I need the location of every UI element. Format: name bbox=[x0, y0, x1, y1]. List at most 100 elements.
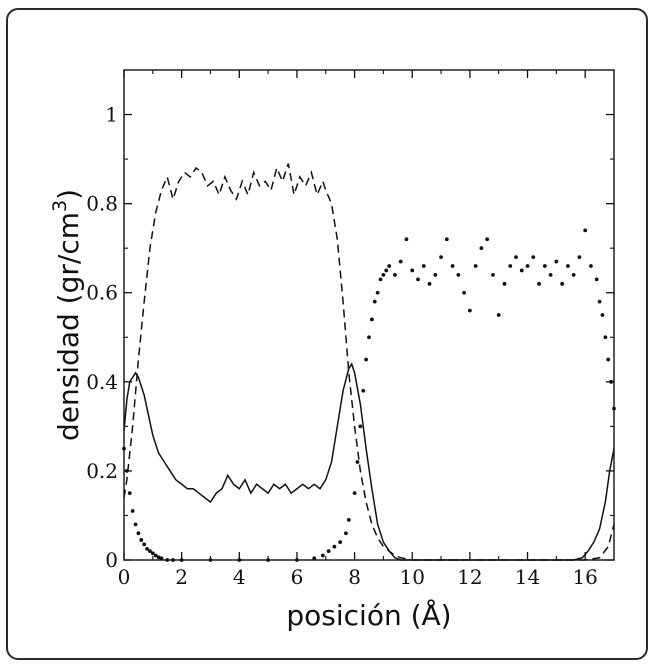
data-point bbox=[462, 290, 467, 295]
y-tick-label: 0.8 bbox=[86, 192, 118, 216]
data-point bbox=[312, 556, 317, 561]
data-point bbox=[398, 259, 403, 264]
y-tick-label: 0.2 bbox=[86, 459, 118, 483]
y-axis-label: densidad (gr/cm3) bbox=[49, 189, 85, 441]
data-point bbox=[496, 313, 501, 317]
data-point bbox=[571, 273, 576, 277]
data-point bbox=[502, 281, 507, 286]
data-point bbox=[361, 388, 366, 393]
data-point bbox=[473, 264, 478, 268]
data-point bbox=[338, 540, 343, 545]
x-tick-label: 2 bbox=[175, 565, 188, 589]
data-point bbox=[427, 281, 432, 286]
data-point bbox=[145, 546, 149, 551]
x-axis-label: posición (Å) bbox=[286, 598, 451, 632]
x-tick-label: 12 bbox=[457, 565, 482, 589]
data-point bbox=[485, 237, 490, 242]
x-tick-label: 16 bbox=[572, 565, 597, 589]
series-solid-line bbox=[123, 362, 615, 561]
data-point bbox=[537, 281, 541, 286]
data-point bbox=[404, 237, 409, 242]
data-point bbox=[433, 273, 438, 277]
data-point bbox=[467, 308, 472, 313]
data-point bbox=[514, 255, 518, 259]
y-tick-label: 1 bbox=[105, 103, 118, 127]
x-tick-label: 6 bbox=[291, 565, 304, 589]
data-point bbox=[542, 264, 547, 268]
y-tick-label: 0.4 bbox=[86, 370, 118, 394]
data-point bbox=[133, 522, 138, 527]
series-layer bbox=[122, 163, 616, 562]
data-point bbox=[171, 558, 175, 562]
y-axis-label-suffix: ) bbox=[52, 189, 85, 200]
data-point bbox=[525, 264, 530, 268]
data-point bbox=[589, 264, 593, 268]
data-point bbox=[344, 531, 348, 536]
data-point bbox=[153, 553, 158, 558]
data-point bbox=[606, 357, 611, 362]
data-point bbox=[136, 531, 141, 536]
data-point bbox=[565, 264, 570, 268]
data-point bbox=[320, 553, 325, 558]
data-point bbox=[439, 255, 443, 259]
data-point bbox=[600, 313, 605, 317]
data-point bbox=[326, 549, 331, 553]
data-point bbox=[491, 273, 495, 277]
series-dotted bbox=[122, 228, 616, 562]
data-point bbox=[548, 273, 553, 277]
x-tick-label: 10 bbox=[400, 565, 425, 589]
data-point bbox=[122, 446, 126, 451]
data-point bbox=[372, 299, 377, 304]
data-point bbox=[156, 555, 161, 560]
data-point bbox=[148, 549, 152, 553]
ticks-layer bbox=[123, 70, 614, 561]
data-point bbox=[519, 268, 524, 273]
tick-labels: 0 2 4 6 8 10 12 14 16 0 0.2 0.4 0.6 0.8 1 bbox=[86, 103, 598, 589]
data-point bbox=[456, 273, 461, 277]
data-point bbox=[358, 424, 363, 429]
data-point bbox=[577, 255, 582, 259]
data-point bbox=[444, 237, 449, 242]
data-point bbox=[130, 509, 135, 513]
data-point bbox=[597, 299, 602, 304]
y-axis-label-superscript: 3 bbox=[49, 200, 71, 212]
plot-area bbox=[123, 69, 615, 561]
data-point bbox=[381, 273, 386, 277]
data-point bbox=[594, 277, 599, 282]
data-point bbox=[560, 281, 565, 286]
x-tick-label: 8 bbox=[348, 565, 361, 589]
data-point bbox=[346, 518, 351, 522]
data-point bbox=[159, 556, 164, 561]
data-point bbox=[554, 259, 559, 264]
data-point bbox=[367, 335, 371, 340]
data-point bbox=[150, 551, 155, 556]
data-point bbox=[612, 406, 616, 411]
data-point bbox=[165, 558, 170, 562]
y-axis-label-main: densidad (gr/cm bbox=[52, 212, 85, 441]
data-point bbox=[369, 317, 374, 322]
x-tick-label: 4 bbox=[233, 565, 246, 589]
data-point bbox=[387, 264, 392, 268]
y-tick-label: 0.6 bbox=[86, 281, 118, 305]
series-dashed-line bbox=[123, 163, 615, 561]
data-point bbox=[364, 357, 369, 362]
data-point bbox=[479, 246, 484, 251]
data-point bbox=[508, 264, 513, 268]
data-point bbox=[583, 228, 588, 233]
data-point bbox=[378, 277, 383, 282]
data-point bbox=[450, 264, 455, 268]
data-point bbox=[127, 491, 132, 496]
data-point bbox=[531, 255, 536, 259]
x-tick-label: 0 bbox=[118, 565, 131, 589]
data-point bbox=[410, 268, 415, 273]
data-point bbox=[355, 460, 360, 464]
data-point bbox=[352, 491, 357, 496]
data-point bbox=[384, 268, 389, 273]
data-point bbox=[416, 277, 420, 282]
data-point bbox=[421, 264, 426, 268]
data-point bbox=[139, 538, 144, 542]
data-point bbox=[393, 273, 397, 277]
data-point bbox=[332, 544, 337, 549]
data-point bbox=[603, 335, 608, 340]
